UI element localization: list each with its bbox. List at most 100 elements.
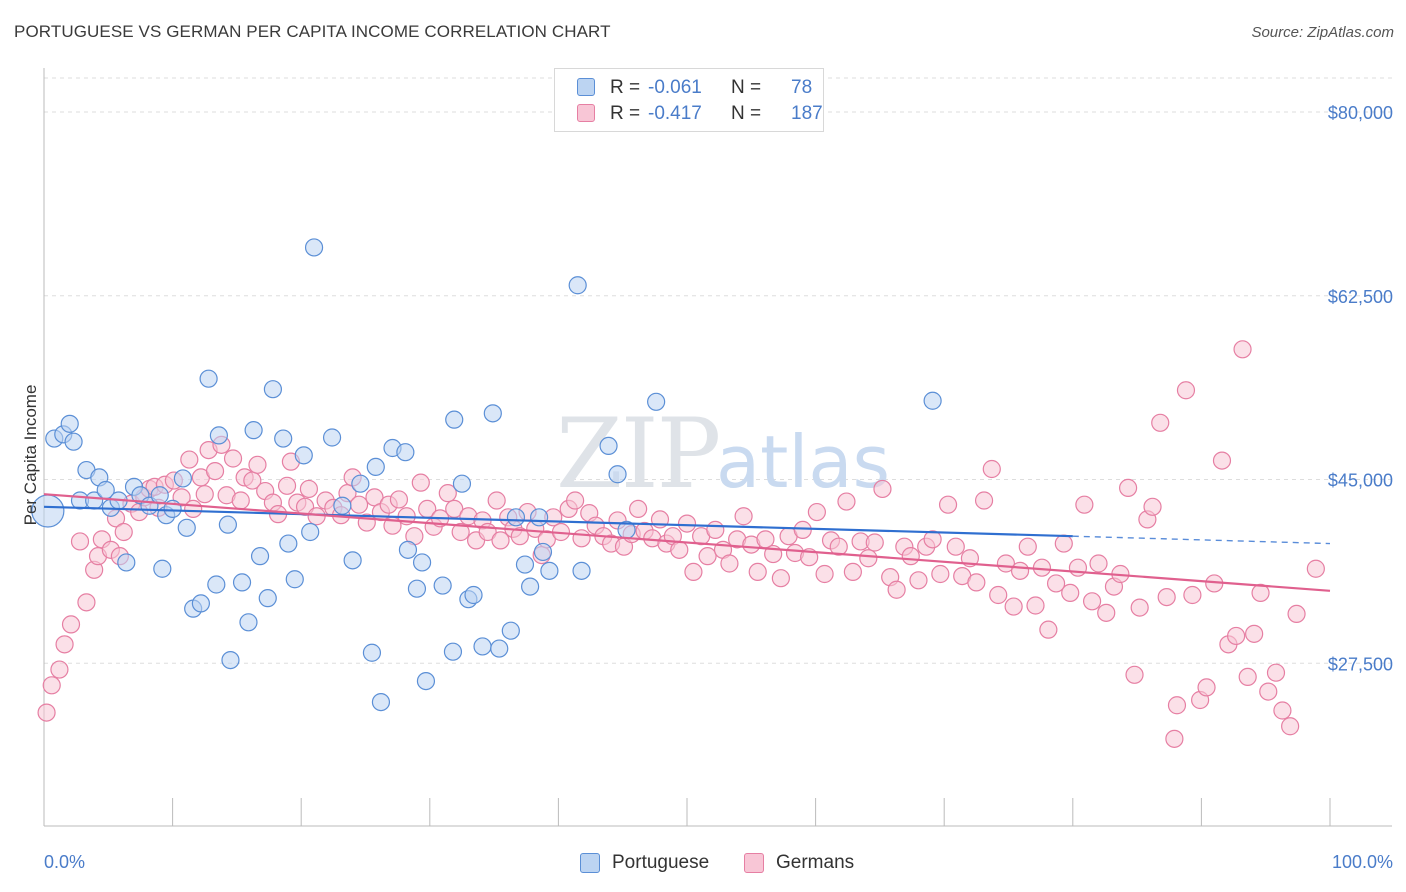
y-tick-label: $80,000 [1328, 103, 1393, 123]
germans-point [670, 540, 689, 559]
germans-point [248, 455, 267, 474]
germans-point [771, 569, 790, 588]
germans-point [114, 522, 133, 542]
germans-point [491, 531, 510, 550]
portuguese-point [515, 555, 535, 574]
germans-point [887, 580, 906, 599]
germans-point [510, 527, 529, 546]
y-tick-label: $27,500 [1328, 654, 1393, 674]
legend-r-value: -0.061 [648, 77, 702, 98]
germans-point [815, 564, 834, 584]
germans-point [938, 495, 958, 514]
germans-point [55, 635, 74, 654]
portuguese-point [64, 432, 83, 451]
portuguese-point [285, 570, 304, 589]
legend-n-value: 78 [791, 77, 813, 98]
portuguese-point [294, 446, 313, 465]
portuguese-points [31, 238, 942, 712]
bottom-legend-germans[interactable]: Germans [744, 852, 874, 876]
legend-n-label: N = [731, 77, 762, 98]
portuguese-point [483, 404, 502, 423]
portuguese-point [608, 465, 627, 484]
germans-point [859, 549, 878, 568]
germans-point [1068, 558, 1088, 577]
germans-point [223, 449, 243, 468]
germans-point [873, 479, 892, 499]
germans-point [1197, 678, 1216, 697]
portuguese-point [533, 542, 553, 562]
portuguese-point [490, 639, 509, 658]
legend-r-value: -0.417 [648, 103, 702, 124]
portuguese-point [199, 369, 218, 388]
germans-point [1151, 413, 1170, 432]
germans-point [195, 485, 214, 504]
portuguese-point [506, 508, 526, 527]
portuguese-point [322, 428, 342, 447]
germans-point [967, 573, 986, 592]
trend-lines [43, 493, 1331, 592]
germans-point [1157, 587, 1176, 607]
portuguese-point [599, 436, 618, 455]
bottom-legend-portuguese[interactable]: Portuguese [580, 852, 730, 876]
legend-r-label: R = [610, 103, 641, 124]
germans-point [70, 532, 90, 551]
portuguese-point [279, 534, 298, 553]
germans-point [1183, 585, 1202, 605]
portuguese-point [412, 553, 432, 572]
portuguese-point [396, 443, 415, 462]
germans-point [487, 491, 506, 510]
germans-point [389, 490, 409, 509]
germans-point [748, 562, 767, 582]
portuguese-point [232, 573, 252, 592]
germans-point [974, 491, 994, 510]
germans-point [1233, 340, 1252, 359]
germans-point [1082, 592, 1102, 611]
portuguese-point [304, 238, 324, 257]
germans-point [1026, 596, 1045, 615]
portuguese-point [407, 579, 427, 598]
portuguese-point [530, 508, 549, 527]
germans-point [1054, 534, 1073, 553]
germans-point [1212, 451, 1232, 470]
portuguese-point [433, 576, 452, 595]
germans-point [629, 499, 648, 518]
germans-point [451, 522, 470, 542]
germans-point [1165, 729, 1184, 748]
germans-point [299, 479, 319, 499]
germans-point [901, 547, 920, 566]
germans-point [1251, 583, 1270, 603]
germans-point [1118, 478, 1138, 497]
germans-point [205, 462, 225, 481]
portuguese-point [443, 642, 463, 661]
germans-point [1176, 381, 1196, 400]
germans-point [734, 507, 753, 526]
correlation-legend: R = -0.061 N = 78 R = -0.417 N = 187 [554, 68, 824, 132]
germans-point [231, 491, 250, 510]
portuguese-point [647, 392, 666, 411]
germans-point [1167, 696, 1187, 715]
portuguese-point [150, 486, 169, 505]
source-label[interactable]: Source: ZipAtlas.com [1251, 24, 1394, 41]
germans-point [1259, 682, 1278, 701]
germans-point [1130, 598, 1149, 617]
germans-point [1010, 561, 1030, 580]
portuguese-point [221, 650, 240, 670]
portuguese-point [218, 515, 237, 534]
portuguese-point [191, 594, 210, 613]
germans-point [1046, 574, 1066, 593]
portuguese-point [209, 426, 228, 445]
portuguese-point [568, 276, 587, 295]
germans-point [989, 585, 1008, 605]
germans-point [1281, 717, 1300, 736]
germans-point [698, 547, 717, 566]
y-axis-label: Per Capita Income [21, 385, 40, 526]
germans-point [720, 554, 739, 573]
legend-n-label: N = [731, 103, 762, 124]
y-tick-label: $45,000 [1328, 471, 1393, 491]
germans-point [843, 562, 862, 582]
x-tick-label-min: 0.0% [44, 852, 86, 872]
germans-point [411, 473, 430, 492]
germans-point [1125, 665, 1144, 684]
legend-n-value: 187 [791, 103, 823, 124]
germans-point [307, 507, 326, 526]
